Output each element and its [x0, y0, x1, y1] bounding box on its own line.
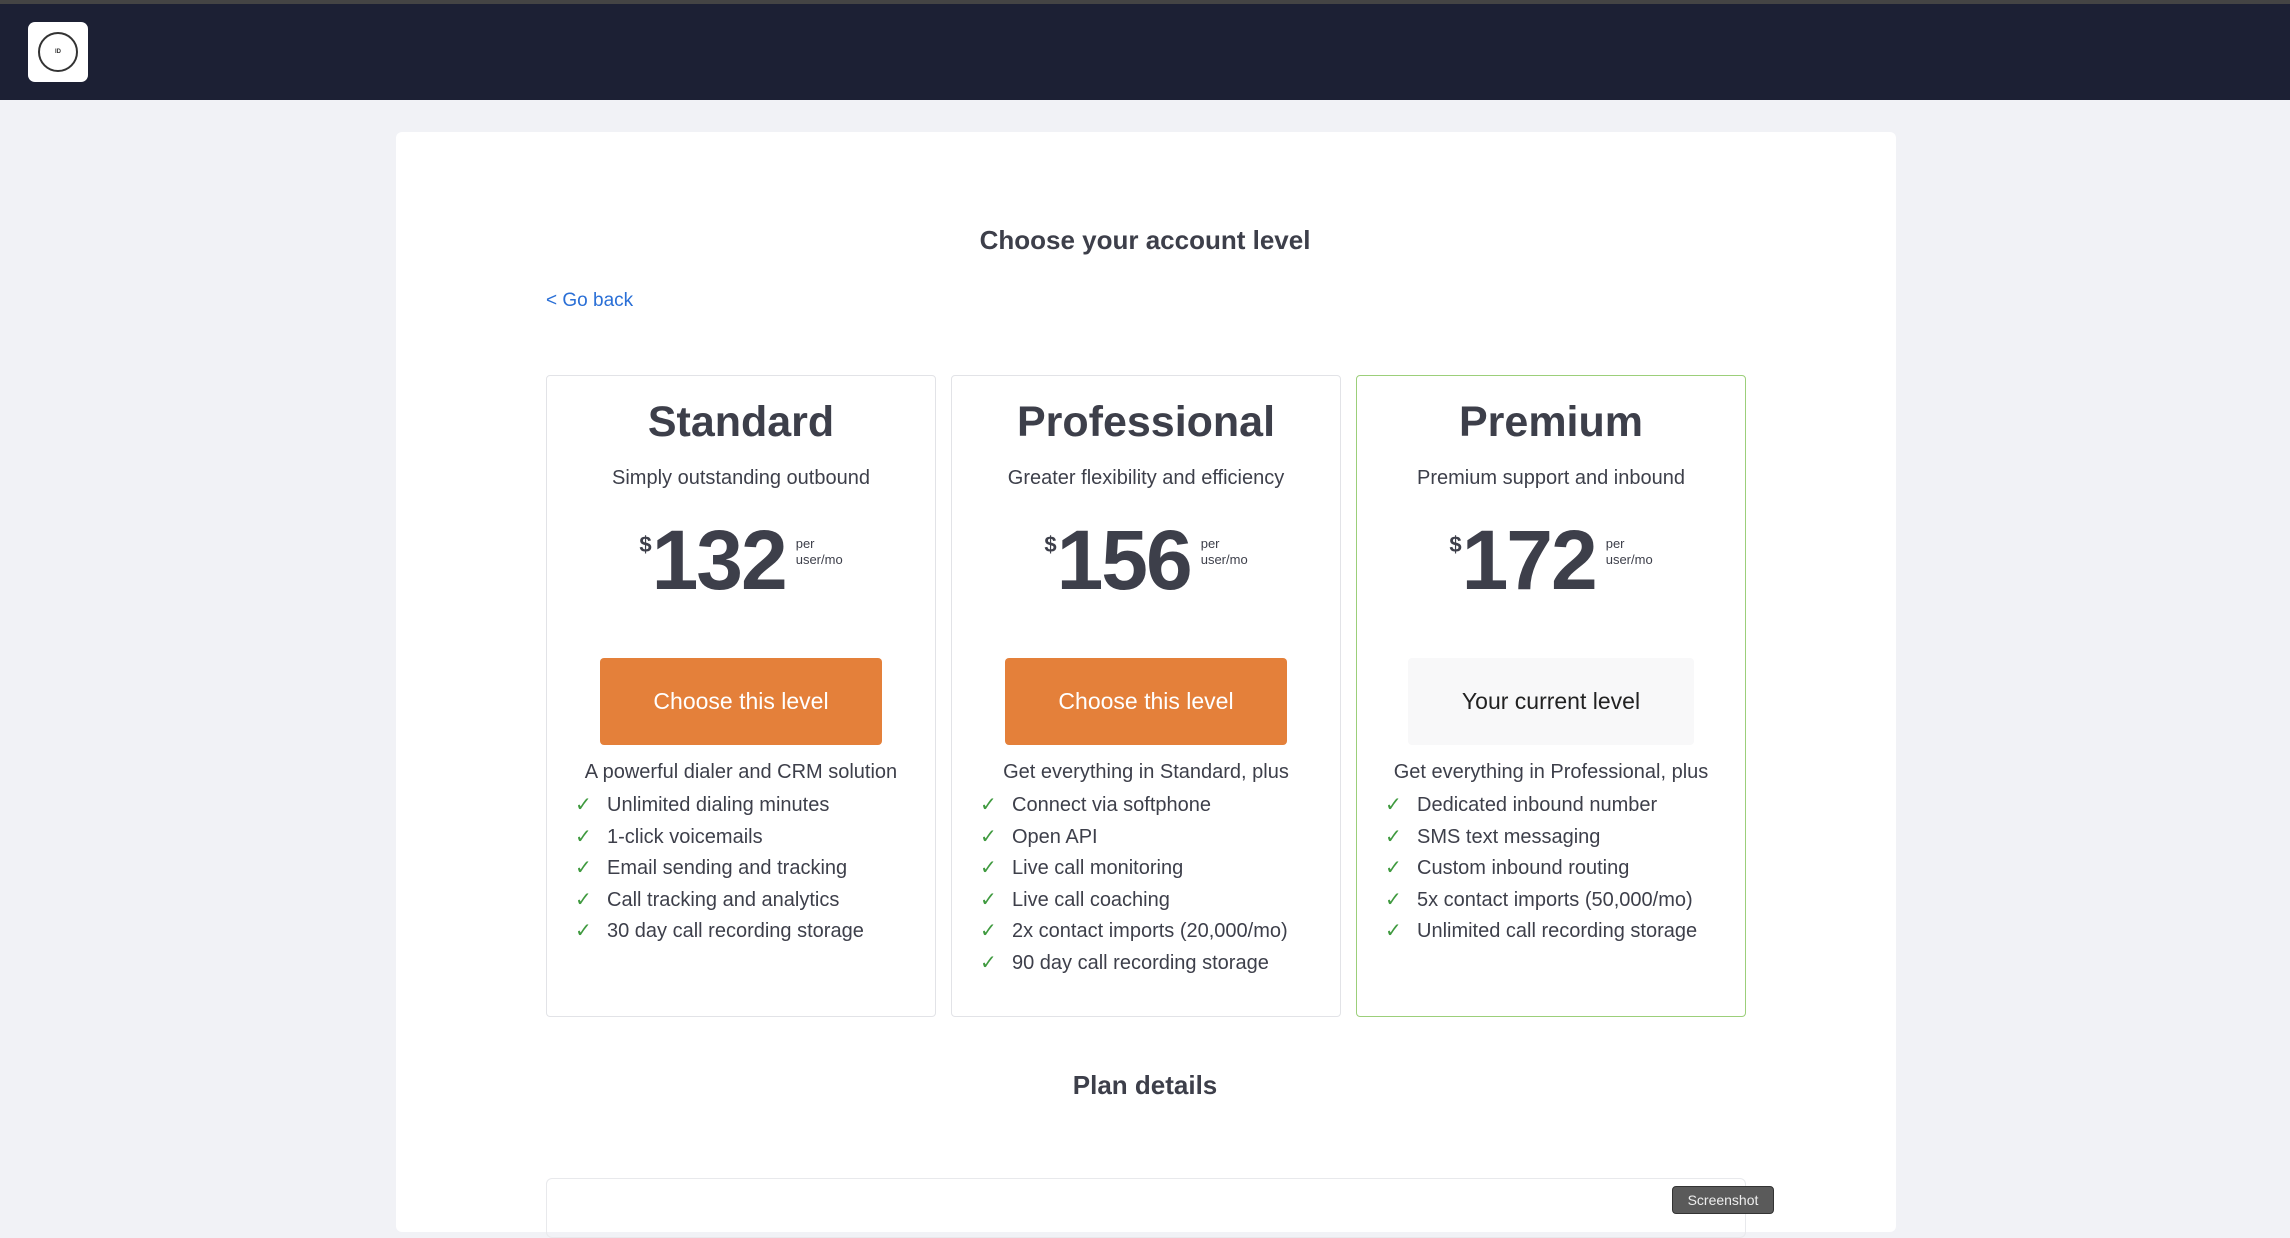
check-icon: ✓: [1385, 888, 1402, 911]
plan-card-standard: Standard Simply outstanding outbound $13…: [546, 375, 936, 1017]
check-icon: ✓: [575, 888, 592, 911]
check-icon: ✓: [575, 794, 592, 816]
currency-symbol: $: [1044, 532, 1057, 557]
feature-text: Open API: [1012, 825, 1098, 848]
plan-card-premium: Premium Premium support and inbound $172…: [1356, 375, 1746, 1017]
check-icon: ✓: [575, 857, 592, 879]
feature-item: ✓ Call tracking and analytics: [575, 885, 935, 917]
feature-item: ✓ Email sending and tracking: [575, 853, 935, 885]
go-back-link[interactable]: < Go back: [546, 290, 634, 311]
check-icon: ✓: [1385, 920, 1402, 942]
plan-details-table: [546, 1178, 1746, 1238]
feature-text: Live call coaching: [1012, 888, 1170, 911]
plan-details-heading: Plan details: [1072, 1070, 1218, 1100]
feature-item: ✓ Custom inbound routing: [1385, 853, 1745, 885]
check-icon: ✓: [1385, 857, 1402, 879]
feature-text: 1-click voicemails: [607, 825, 763, 848]
price-unit-user: user/mo: [1605, 552, 1653, 567]
feature-item: ✓ Unlimited dialing minutes: [575, 790, 935, 822]
check-icon: ✓: [980, 794, 997, 816]
check-icon: ✓: [575, 825, 592, 848]
choose-level-button[interactable]: Choose this level: [600, 658, 882, 745]
feature-item: ✓ 5x contact imports (50,000/mo): [1385, 885, 1745, 917]
screenshot-tooltip: Screenshot: [1672, 1186, 1774, 1214]
feature-item: ✓ Live call monitoring: [980, 853, 1340, 885]
page-title: Choose your account level: [979, 225, 1311, 255]
plan-subtitle: Greater flexibility and efficiency: [1007, 467, 1285, 489]
feature-text: SMS text messaging: [1417, 825, 1601, 848]
feature-item: ✓ Open API: [980, 822, 1340, 854]
check-icon: ✓: [980, 920, 997, 942]
feature-text: Live call monitoring: [1012, 857, 1184, 879]
check-icon: ✓: [575, 920, 592, 942]
feature-item: ✓ 90 day call recording storage: [980, 948, 1340, 980]
price-unit-user: user/mo: [1200, 552, 1248, 567]
price-amount: 172: [1461, 513, 1598, 607]
price-amount: 132: [651, 513, 788, 607]
feature-text: Unlimited dialing minutes: [607, 794, 830, 816]
feature-text: 90 day call recording storage: [1012, 951, 1269, 974]
currency-symbol: $: [1449, 532, 1462, 557]
top-navbar: ID: [0, 4, 2290, 100]
plan-subtitle: Simply outstanding outbound: [612, 467, 870, 489]
feature-text: Email sending and tracking: [607, 857, 848, 879]
feature-item: ✓ SMS text messaging: [1385, 822, 1745, 854]
price-unit-per: per: [795, 536, 815, 551]
feature-text: Dedicated inbound number: [1417, 794, 1658, 816]
feature-text: 30 day call recording storage: [607, 920, 864, 942]
plan-price: $156 per user/mo: [952, 518, 1340, 608]
feature-item: ✓ 30 day call recording storage: [575, 916, 935, 948]
company-logo[interactable]: ID: [28, 22, 88, 82]
feature-item: ✓ Connect via softphone: [980, 790, 1340, 822]
plan-name: Standard: [647, 398, 835, 446]
feature-text: 5x contact imports (50,000/mo): [1417, 888, 1693, 911]
plan-card-professional: Professional Greater flexibility and eff…: [951, 375, 1341, 1017]
price-unit: per user/mo: [1606, 536, 1653, 568]
feature-item: ✓ 1-click voicemails: [575, 822, 935, 854]
feature-text: Unlimited call recording storage: [1417, 920, 1698, 942]
feature-item: ✓ Live call coaching: [980, 885, 1340, 917]
feature-text: Custom inbound routing: [1417, 857, 1630, 879]
plan-name: Premium: [1458, 398, 1643, 446]
check-icon: ✓: [1385, 825, 1402, 848]
feature-text: Call tracking and analytics: [607, 888, 840, 911]
check-icon: ✓: [980, 825, 997, 848]
price-unit: per user/mo: [1201, 536, 1248, 568]
choose-level-button[interactable]: Choose this level: [1005, 658, 1287, 745]
price-unit-per: per: [1605, 536, 1625, 551]
window-top-strip: [0, 0, 2290, 4]
feature-item: ✓ 2x contact imports (20,000/mo): [980, 916, 1340, 948]
features-lead: A powerful dialer and CRM solution: [584, 761, 898, 783]
check-icon: ✓: [980, 888, 997, 911]
price-amount: 156: [1056, 513, 1193, 607]
feature-text: Connect via softphone: [1012, 794, 1212, 816]
price-unit: per user/mo: [796, 536, 843, 568]
feature-list: ✓ Connect via softphone ✓ Open API ✓ Live cal…: [952, 790, 1340, 979]
price-unit-user: user/mo: [795, 552, 843, 567]
feature-item: ✓ Unlimited call recording storage: [1385, 916, 1745, 948]
plan-subtitle: Premium support and inbound: [1417, 467, 1685, 489]
feature-list: ✓ Unlimited dialing minutes ✓ 1-click voice…: [547, 790, 935, 948]
current-level-button: Your current level: [1408, 658, 1694, 745]
plan-price: $132 per user/mo: [547, 518, 935, 608]
plan-name: Professional: [1016, 398, 1276, 446]
logo-seal-icon: ID: [38, 32, 78, 72]
feature-item: ✓ Dedicated inbound number: [1385, 790, 1745, 822]
check-icon: ✓: [980, 857, 997, 879]
plan-price: $172 per user/mo: [1357, 518, 1745, 608]
currency-symbol: $: [639, 532, 652, 557]
check-icon: ✓: [1385, 794, 1402, 816]
feature-text: 2x contact imports (20,000/mo): [1012, 920, 1288, 942]
check-icon: ✓: [980, 951, 997, 974]
price-unit-per: per: [1200, 536, 1220, 551]
features-lead: Get everything in Standard, plus: [1003, 761, 1289, 783]
feature-list: ✓ Dedicated inbound number ✓ SMS text messa…: [1357, 790, 1745, 948]
features-lead: Get everything in Professional, plus: [1393, 761, 1709, 783]
